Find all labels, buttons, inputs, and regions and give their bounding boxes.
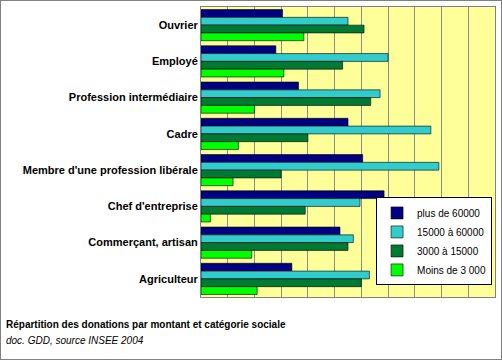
svg-text:Cadre: Cadre <box>167 128 198 140</box>
svg-text:Répartition des donations par: Répartition des donations par montant et… <box>6 319 286 330</box>
svg-text:3000 à 15000: 3000 à 15000 <box>417 246 479 257</box>
svg-text:Membre d'une profession libéra: Membre d'une profession libérale <box>23 164 198 176</box>
svg-text:Moins de 3 000: Moins de 3 000 <box>417 265 486 276</box>
svg-text:Ouvrier: Ouvrier <box>159 19 199 31</box>
svg-text:Agriculteur: Agriculteur <box>139 273 198 285</box>
svg-text:15000 à 60000: 15000 à 60000 <box>417 227 484 238</box>
svg-text:plus de 60000: plus de 60000 <box>417 208 480 219</box>
svg-text:Chef d'entreprise: Chef d'entreprise <box>108 200 198 212</box>
svg-text:Profession intermédiaire: Profession intermédiaire <box>69 91 198 103</box>
svg-text:Commerçant, artisan: Commerçant, artisan <box>88 236 198 248</box>
svg-text:Employé: Employé <box>152 55 198 67</box>
svg-text:doc. GDD, source INSEE 2004: doc. GDD, source INSEE 2004 <box>6 335 144 346</box>
